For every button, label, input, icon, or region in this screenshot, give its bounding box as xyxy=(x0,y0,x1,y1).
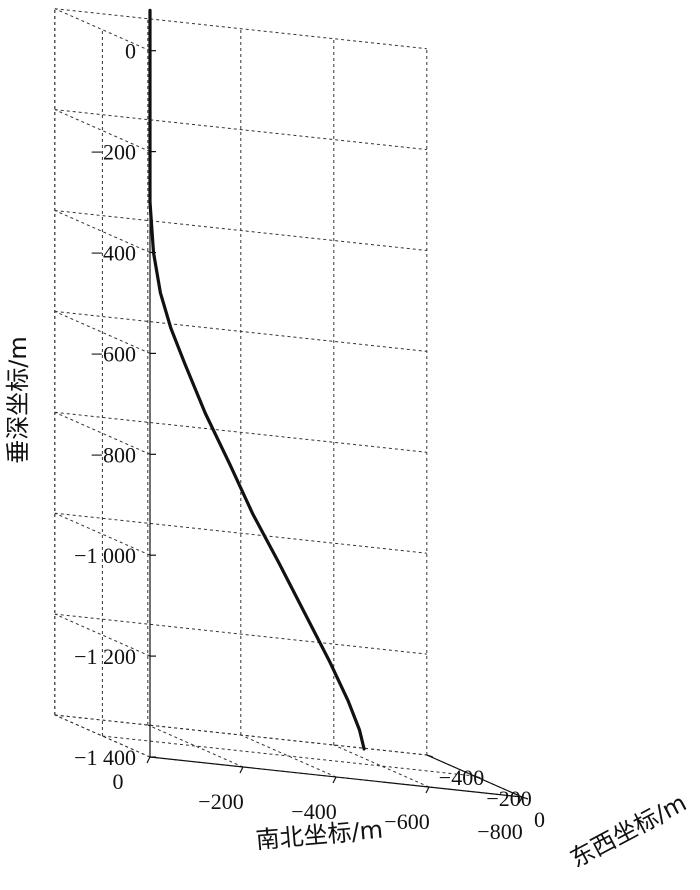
z-tick-label: −600 xyxy=(91,341,136,366)
y-tick-mark xyxy=(426,754,433,758)
x-tick-mark xyxy=(239,766,244,774)
grid-line xyxy=(54,8,427,50)
x-tick-mark xyxy=(332,776,337,784)
grid-line xyxy=(54,512,427,554)
z-tick-label: −200 xyxy=(91,140,136,165)
x-axis-title: 南北坐标/m xyxy=(255,816,384,855)
x-tick-label: −200 xyxy=(198,789,243,814)
grid-line xyxy=(54,714,427,756)
y-tick-mark xyxy=(474,775,481,779)
grid-line xyxy=(54,613,151,657)
grid-line xyxy=(54,8,151,52)
grid-line xyxy=(54,109,151,153)
z-tick-label: −1 400 xyxy=(74,745,136,770)
grid-line xyxy=(54,411,151,455)
x-tick-label: 0 xyxy=(113,769,124,794)
x-tick-label: −800 xyxy=(477,819,522,844)
y-axis-title: 东西坐标/m xyxy=(565,789,691,874)
series-layer xyxy=(148,8,366,751)
y-tick-label: −400 xyxy=(439,765,484,790)
y-tick-label: −200 xyxy=(486,786,531,811)
z-tick-label: −1 000 xyxy=(74,543,136,568)
z-axis-title: 垂深坐标/m xyxy=(4,336,32,463)
x-tick-mark xyxy=(146,756,151,764)
axes xyxy=(146,50,529,804)
x-tick-label: −600 xyxy=(384,809,429,834)
x-tick-mark xyxy=(518,796,523,804)
tick-labels: 0−200−400−600−800−1 000−1 200−1 4000−200… xyxy=(74,39,545,844)
x-tick-label: −400 xyxy=(291,799,336,824)
grid-line xyxy=(54,512,151,556)
z-tick-label: −400 xyxy=(91,241,136,266)
grid-line xyxy=(54,210,151,253)
grid-line xyxy=(102,735,475,777)
series-line xyxy=(148,8,366,751)
grid-line xyxy=(54,109,427,151)
z-tick-label: −800 xyxy=(91,442,136,467)
z-tick-label: 0 xyxy=(125,39,136,64)
grid-line xyxy=(333,744,430,788)
grid-line xyxy=(54,613,427,655)
grid-line xyxy=(54,714,151,758)
grid-lines xyxy=(54,8,523,798)
y-tick-mark xyxy=(521,796,529,800)
x-tick-mark xyxy=(425,786,430,794)
grid-line xyxy=(54,310,151,354)
grid-line xyxy=(147,724,244,768)
z-tick-label: −1 200 xyxy=(74,644,136,669)
grid-line xyxy=(240,734,337,778)
y-tick-label: 0 xyxy=(534,807,545,832)
